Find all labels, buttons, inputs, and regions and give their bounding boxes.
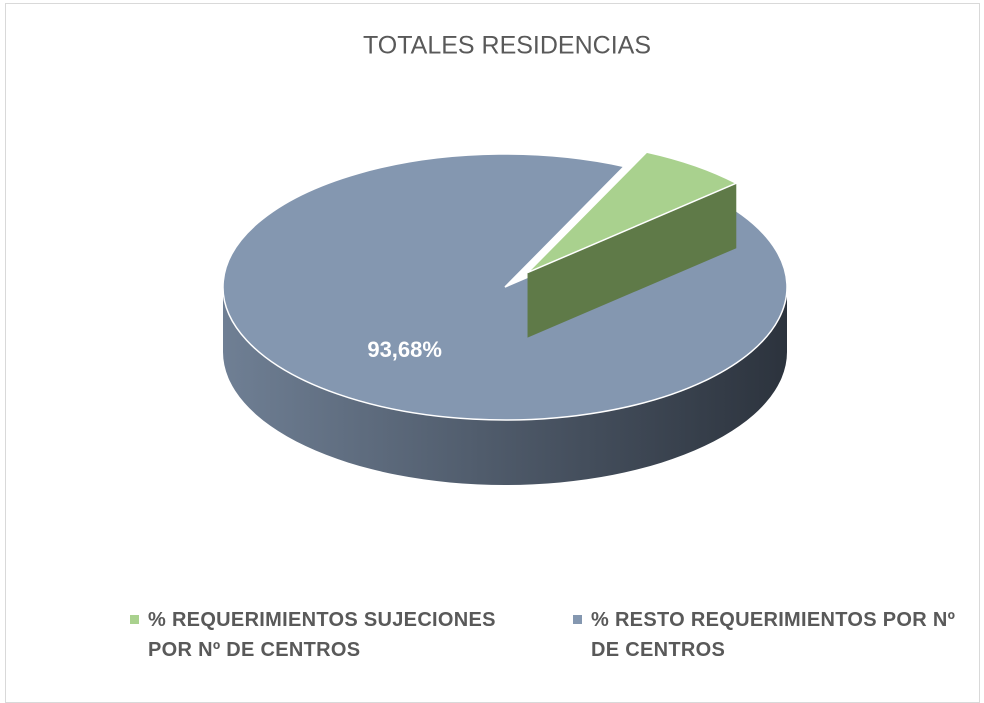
legend-label: % RESTO REQUERIMIENTOS POR Nº DE CENTROS bbox=[591, 609, 956, 661]
data-label: 93,68% bbox=[367, 337, 442, 362]
legend-label: % REQUERIMIENTOS SUJECIONES POR Nº DE CE… bbox=[148, 609, 496, 661]
pie-slice bbox=[527, 151, 739, 274]
chart-title: TOTALES RESIDENCIAS bbox=[363, 32, 651, 60]
legend-item: % REQUERIMIENTOS SUJECIONES POR Nº DE CE… bbox=[130, 605, 518, 665]
chart: TOTALES RESIDENCIAS 93,68% bbox=[222, 32, 788, 485]
pie-slice bbox=[222, 153, 788, 421]
pie-side bbox=[223, 287, 787, 485]
pie-face bbox=[527, 183, 737, 338]
legend-item: % RESTO REQUERIMIENTOS POR Nº DE CENTROS bbox=[573, 605, 961, 665]
legend-key bbox=[573, 615, 582, 624]
legend-key bbox=[130, 615, 139, 624]
